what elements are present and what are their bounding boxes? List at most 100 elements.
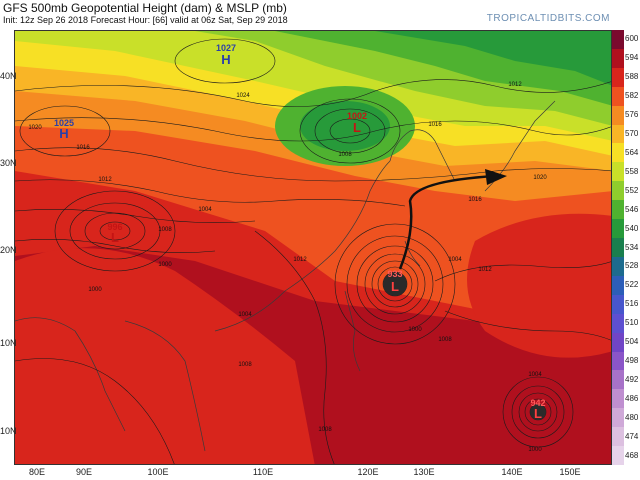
colorbar-label: 552 [625, 185, 639, 195]
isobar-label: 1012 [508, 82, 522, 88]
isobar-label: 1004 [448, 257, 462, 263]
isobar-label: 1012 [478, 267, 492, 273]
colorbar-swatch [612, 351, 624, 371]
isobar-label: 1000 [88, 287, 102, 293]
lon-label: 110E [252, 467, 274, 477]
colorbar-label: 582 [625, 91, 639, 101]
low-center-value: 996 [107, 222, 122, 232]
colorbar-swatch [612, 48, 624, 68]
isobar-label: 1012 [293, 257, 307, 263]
isobar-label: 1016 [468, 197, 482, 203]
colorbar-label: 576 [625, 110, 639, 120]
lon-label: 80E [28, 467, 46, 477]
colorbar-swatch [612, 200, 624, 220]
brand-watermark: TROPICALTIDBITS.COM [486, 13, 610, 24]
lon-label: 120E [357, 467, 379, 477]
colorbar-label: 516 [625, 299, 639, 309]
high-center-letter: H [221, 52, 230, 67]
colorbar-label: 480 [625, 412, 639, 422]
colorbar-swatch [612, 105, 624, 125]
colorbar-swatch [612, 294, 624, 314]
colorbar-label: 534 [625, 242, 639, 252]
colorbar-swatch [612, 408, 624, 428]
isobar-label: 1004 [198, 207, 212, 213]
lon-label: 100E [147, 467, 169, 477]
isobar-label: 1008 [438, 337, 452, 343]
low-center-letter: L [111, 230, 119, 245]
height-band-588-pacific [467, 213, 611, 358]
colorbar-swatch [612, 162, 624, 182]
colorbar-swatch [612, 332, 624, 352]
high-center-letter: H [59, 126, 68, 141]
colorbar-label: 600 [625, 34, 639, 44]
colorbar-label: 546 [625, 204, 639, 214]
colorbar-label: 540 [625, 223, 639, 233]
colorbar-swatch [612, 256, 624, 276]
lat-label: 30N [0, 158, 17, 168]
isobar-label: 1008 [158, 227, 172, 233]
low-center-value: 933 [387, 269, 402, 279]
colorbar-swatch [612, 238, 624, 258]
map-subtitle: Init: 12z Sep 26 2018 Forecast Hour: [66… [3, 15, 288, 25]
lon-label: 140E [501, 467, 523, 477]
lat-label: 40N [0, 71, 17, 81]
colorbar-label: 498 [625, 355, 639, 365]
typhoon-eye [530, 404, 546, 420]
colorbar-label: 594 [625, 53, 639, 63]
colorbar-swatch [612, 446, 624, 466]
colorbar-label: 570 [625, 129, 639, 139]
isobar-label: 1024 [236, 93, 250, 99]
high-center-value: 1027 [216, 43, 236, 53]
colorbar-swatch [612, 370, 624, 390]
lon-label: 130E [413, 467, 435, 477]
isobar-label: 1000 [158, 262, 172, 268]
height-band-534 [375, 31, 611, 86]
colorbar-label: 504 [625, 337, 639, 347]
header: GFS 500mb Geopotential Height (dam) & MS… [0, 0, 640, 30]
colorbar-label: 528 [625, 261, 639, 271]
colorbar-label: 492 [625, 374, 639, 384]
low-center-value: 942 [530, 398, 545, 408]
isobar-label: 1020 [28, 125, 42, 131]
colorbar-swatch [612, 143, 624, 163]
colorbar-label: 558 [625, 166, 639, 176]
colorbar-label: 486 [625, 393, 639, 403]
low-center-letter: L [391, 279, 399, 294]
isobar-label: 1004 [238, 312, 252, 318]
lon-label: 150E [559, 467, 581, 477]
coastlines [15, 100, 556, 452]
isobar-label: 1008 [238, 362, 252, 368]
isobars [15, 38, 611, 464]
trough-band-534 [300, 101, 390, 151]
colorbar-label: 474 [625, 431, 639, 441]
colorbar-swatch [612, 219, 624, 239]
low-center-letter: L [534, 406, 542, 421]
isobar-label: 1012 [98, 177, 112, 183]
low-center-value: 1002 [347, 111, 367, 121]
colorbar-swatch [612, 275, 624, 295]
map-canvas: 1027 H 1025 H 1002 L 996 L 933 L 942 L 1… [15, 31, 611, 464]
storm-track-arrowhead [485, 169, 507, 185]
lat-label: 20N [0, 245, 17, 255]
isobar-label: 1008 [318, 427, 332, 433]
isobar-label: 1008 [338, 152, 352, 158]
colorbar-label: 522 [625, 280, 639, 290]
isobar-label: 1000 [528, 447, 542, 453]
colorbar-swatch [612, 427, 624, 447]
colorbar-label: 468 [625, 450, 639, 460]
colorbar-swatch [612, 181, 624, 201]
storm-track-arrow [398, 174, 496, 270]
colorbar-label: 588 [625, 72, 639, 82]
isobar-label: 1020 [533, 175, 547, 181]
colorbar-label: 510 [625, 318, 639, 328]
colorbar-swatch [612, 389, 624, 409]
typhoon-eye [383, 272, 407, 296]
map-title: GFS 500mb Geopotential Height (dam) & MS… [3, 1, 287, 15]
colorbar-label: 564 [625, 147, 639, 157]
weather-map: 1027 H 1025 H 1002 L 996 L 933 L 942 L 1… [14, 30, 612, 465]
colorbar-swatch [612, 86, 624, 106]
high-center-value: 1025 [54, 118, 74, 128]
colorbar-swatch [612, 124, 624, 144]
height-band-588-india [15, 248, 315, 464]
colorbar-swatch [612, 313, 624, 333]
